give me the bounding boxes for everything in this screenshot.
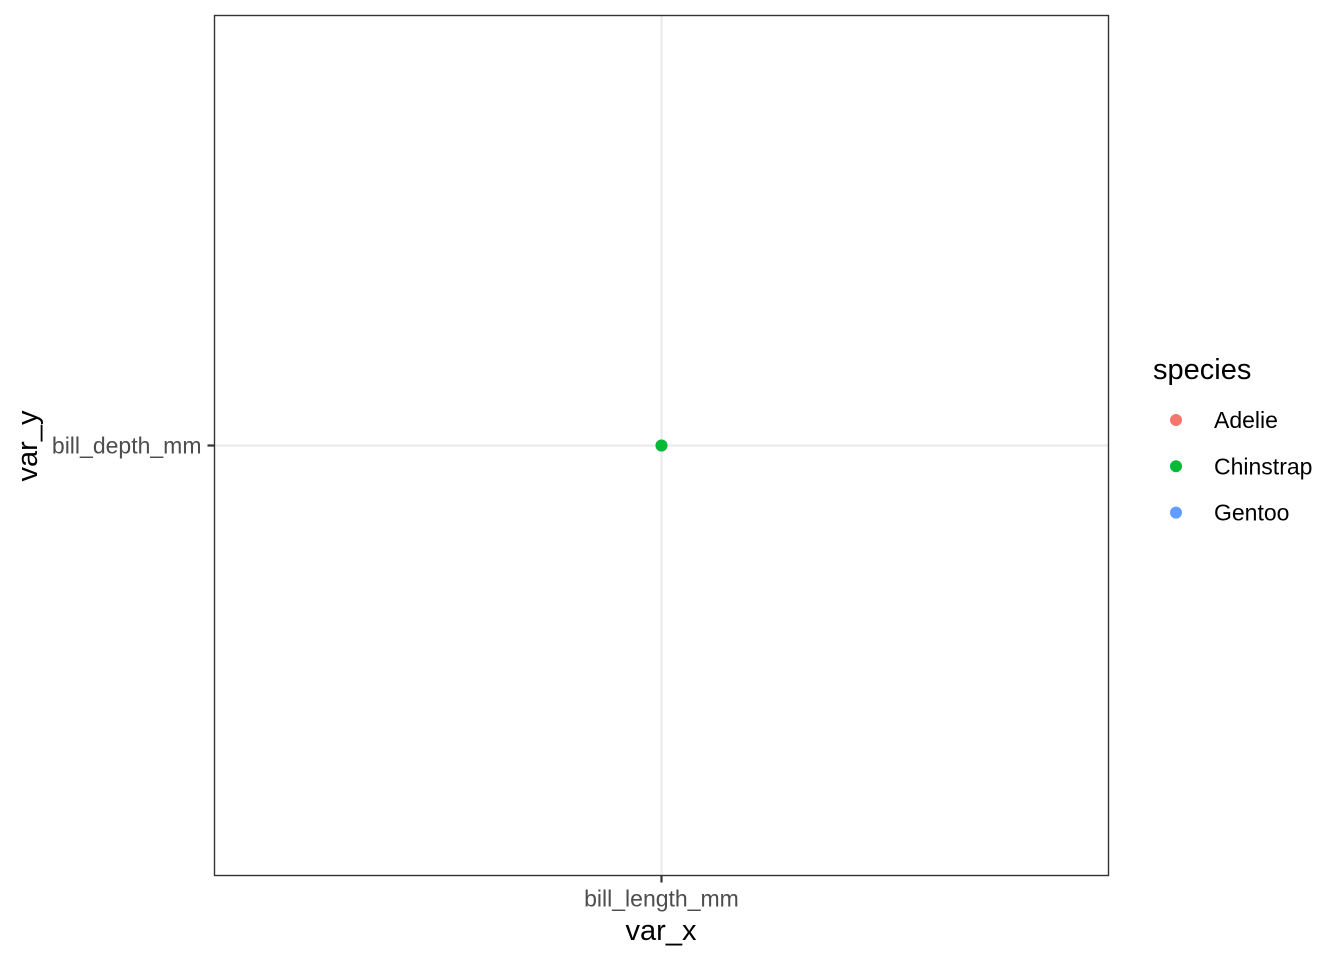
legend-key-gentoo: [1170, 506, 1182, 519]
axis-ticks: [207, 444, 663, 883]
legend: species Adelie Chinstrap Gentoo: [1153, 354, 1312, 526]
legend-title: species: [1153, 354, 1251, 386]
legend-label-gentoo: Gentoo: [1214, 500, 1289, 526]
y-tick-label: bill_depth_mm: [52, 433, 202, 459]
data-point-chinstrap: [655, 439, 668, 452]
data-points: [655, 439, 668, 452]
tick-labels: bill_length_mm bill_depth_mm: [52, 433, 739, 912]
y-axis-title: var_y: [12, 410, 44, 481]
legend-label-adelie: Adelie: [1214, 407, 1278, 433]
x-axis-title: var_x: [626, 915, 697, 947]
legend-items: Adelie Chinstrap Gentoo: [1170, 407, 1312, 526]
legend-key-chinstrap: [1170, 460, 1182, 473]
x-tick-label: bill_length_mm: [584, 886, 739, 912]
legend-label-chinstrap: Chinstrap: [1214, 453, 1312, 479]
legend-key-adelie: [1170, 414, 1182, 426]
